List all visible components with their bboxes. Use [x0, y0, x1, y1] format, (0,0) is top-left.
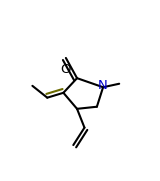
Text: N: N: [98, 79, 108, 92]
Text: O: O: [61, 63, 71, 76]
